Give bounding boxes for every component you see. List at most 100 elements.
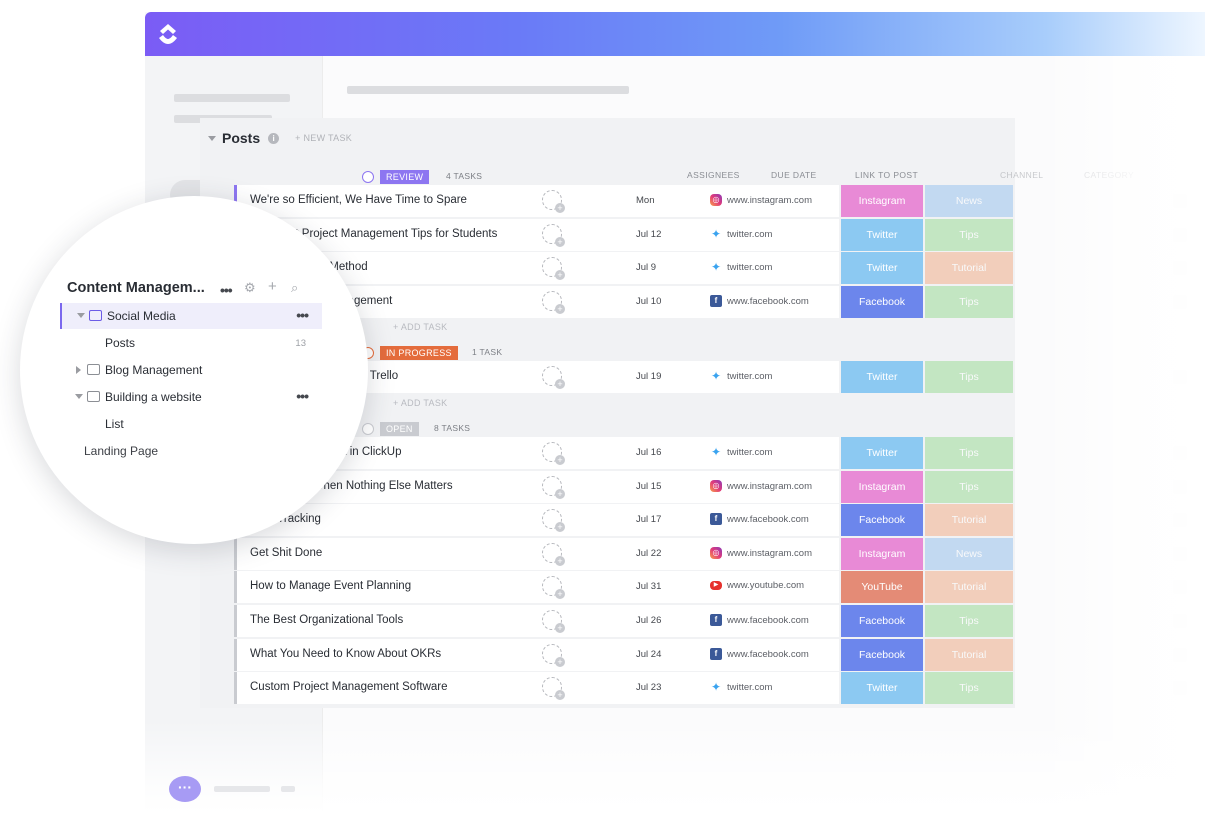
due-date[interactable]: Jul 31 <box>636 581 662 592</box>
column-header-channel[interactable]: CHANNEL <box>1000 170 1044 180</box>
add-assignee-icon[interactable] <box>542 610 565 633</box>
task-name[interactable]: How to Manage Event Planning <box>250 580 412 592</box>
due-date[interactable]: Jul 12 <box>636 229 662 240</box>
collapse-caret-icon[interactable] <box>208 135 216 141</box>
add-assignee-icon[interactable] <box>542 291 565 314</box>
table-row[interactable]: The Best Organizational Tools Jul 26 f www.… <box>234 605 1014 637</box>
add-assignee-icon[interactable] <box>542 366 565 389</box>
sidebar-item-social-media[interactable]: Social Media ••• <box>60 303 322 329</box>
due-date[interactable]: Mon <box>636 195 655 206</box>
add-task-button[interactable]: + ADD TASK <box>393 322 448 332</box>
chevron-down-icon[interactable] <box>75 394 83 399</box>
category-badge[interactable]: Tutorial <box>925 252 1013 284</box>
space-more-icon[interactable]: ••• <box>220 282 233 298</box>
table-row[interactable]: How to Manage Event Planning Jul 31 ▶ www.y… <box>234 571 1014 603</box>
channel-badge[interactable]: Facebook <box>841 504 923 536</box>
sidebar-item-landing-page[interactable]: Landing Page <box>84 444 159 458</box>
category-badge[interactable]: Tips <box>925 219 1013 251</box>
sidebar-item-building-a-website[interactable]: Building a website ••• <box>60 384 322 410</box>
post-link[interactable]: ✦ twitter.com <box>710 370 772 382</box>
add-assignee-icon[interactable] <box>542 442 565 465</box>
category-badge[interactable]: Tips <box>925 286 1013 318</box>
add-assignee-icon[interactable] <box>542 644 565 667</box>
chat-icon[interactable]: ··· <box>169 776 201 802</box>
channel-badge[interactable]: Instagram <box>841 185 923 217</box>
column-header-due-date[interactable]: DUE DATE <box>771 170 817 180</box>
sidebar-item-posts[interactable]: Posts 13 <box>60 330 322 356</box>
clickup-logo-icon[interactable] <box>155 21 181 47</box>
add-assignee-icon[interactable] <box>542 257 565 280</box>
due-date[interactable]: Jul 17 <box>636 514 662 525</box>
task-name[interactable]: Important Project Management Tips for St… <box>250 228 498 240</box>
task-name[interactable]: The Best Organizational Tools <box>250 614 404 626</box>
category-badge[interactable]: Tips <box>925 605 1013 637</box>
channel-badge[interactable]: Instagram <box>841 471 923 503</box>
category-badge[interactable]: News <box>925 538 1013 570</box>
category-badge[interactable]: Tips <box>925 361 1013 393</box>
search-icon[interactable]: ⌕ <box>291 280 299 295</box>
post-link[interactable]: ◎ www.instagram.com <box>710 194 812 206</box>
channel-badge[interactable]: Twitter <box>841 437 923 469</box>
category-badge[interactable]: Tutorial <box>925 639 1013 671</box>
add-assignee-icon[interactable] <box>542 543 565 566</box>
task-name[interactable]: Custom Project Management Software <box>250 681 448 693</box>
add-assignee-icon[interactable] <box>542 224 565 247</box>
due-date[interactable]: Jul 23 <box>636 682 662 693</box>
add-assignee-icon[interactable] <box>542 677 565 700</box>
due-date[interactable]: Jul 26 <box>636 615 662 626</box>
add-assignee-icon[interactable] <box>542 476 565 499</box>
channel-badge[interactable]: Facebook <box>841 286 923 318</box>
channel-badge[interactable]: Facebook <box>841 639 923 671</box>
category-badge[interactable]: News <box>925 185 1013 217</box>
due-date[interactable]: Jul 19 <box>636 371 662 382</box>
more-options-icon[interactable]: ••• <box>296 388 309 404</box>
post-link[interactable]: ✦ twitter.com <box>710 228 772 240</box>
column-header-assignees[interactable]: ASSIGNEES <box>687 170 740 180</box>
group-toggle-icon[interactable] <box>362 171 374 183</box>
category-badge[interactable]: Tips <box>925 672 1013 704</box>
add-assignee-icon[interactable] <box>542 509 565 532</box>
channel-badge[interactable]: Instagram <box>841 538 923 570</box>
new-task-button[interactable]: + NEW TASK <box>295 133 353 143</box>
post-link[interactable]: ✦ twitter.com <box>710 261 772 273</box>
task-name[interactable]: We're so Efficient, We Have Time to Spar… <box>250 194 467 206</box>
due-date[interactable]: Jul 24 <box>636 649 662 660</box>
space-title[interactable]: Content Managem... <box>67 280 205 296</box>
more-options-icon[interactable]: ••• <box>296 307 309 323</box>
table-row[interactable]: Custom Project Management Software Jul 23… <box>234 672 1014 704</box>
post-link[interactable]: f www.facebook.com <box>710 648 809 660</box>
column-header-category[interactable]: CATEGORY <box>1084 170 1135 180</box>
gear-icon[interactable]: ⚙ <box>244 280 256 295</box>
post-link[interactable]: ◎ www.instagram.com <box>710 547 812 559</box>
add-assignee-icon[interactable] <box>542 576 565 599</box>
chevron-right-icon[interactable] <box>76 366 81 374</box>
category-badge[interactable]: Tutorial <box>925 571 1013 603</box>
post-link[interactable]: f www.facebook.com <box>710 614 809 626</box>
due-date[interactable]: Jul 10 <box>636 296 662 307</box>
table-row[interactable]: We're so Efficient, We Have Time to Spar… <box>234 185 1014 217</box>
post-link[interactable]: ◎ www.instagram.com <box>710 480 812 492</box>
sidebar-item-list[interactable]: List <box>60 411 322 437</box>
chevron-down-icon[interactable] <box>77 313 85 318</box>
due-date[interactable]: Jul 9 <box>636 262 657 273</box>
table-row[interactable]: What You Need to Know About OKRs Jul 24 fw… <box>234 639 1014 671</box>
table-row[interactable]: Creativity is When Nothing Else MattersJ… <box>234 471 1014 503</box>
post-link[interactable]: f www.facebook.com <box>710 295 809 307</box>
category-badge[interactable]: Tips <box>925 471 1013 503</box>
due-date[interactable]: Jul 15 <box>636 481 662 492</box>
status-badge-review[interactable]: REVIEW <box>380 170 430 184</box>
post-link[interactable]: ✦ twitter.com <box>710 681 772 693</box>
channel-badge[interactable]: Facebook <box>841 605 923 637</box>
table-row[interactable]: Get Shit Done Jul 22 ◎ www.instagram.com Ins… <box>234 538 1014 570</box>
task-name[interactable]: What You Need to Know About OKRs <box>250 648 442 660</box>
task-name[interactable]: Get Shit Done <box>250 547 323 559</box>
due-date[interactable]: Jul 16 <box>636 447 662 458</box>
info-icon[interactable]: i <box>268 132 280 144</box>
channel-badge[interactable]: Twitter <box>841 252 923 284</box>
category-badge[interactable]: Tutorial <box>925 504 1013 536</box>
table-row[interactable]: Using the GTD MethodJul 9✦twitter.comTwi… <box>234 252 1014 284</box>
due-date[interactable]: Jul 22 <box>636 548 662 559</box>
table-row[interactable]: Goal TrackingJul 17fwww.facebook.comFace… <box>234 504 1014 536</box>
group-toggle-icon[interactable] <box>362 423 374 435</box>
category-badge[interactable]: Tips <box>925 437 1013 469</box>
